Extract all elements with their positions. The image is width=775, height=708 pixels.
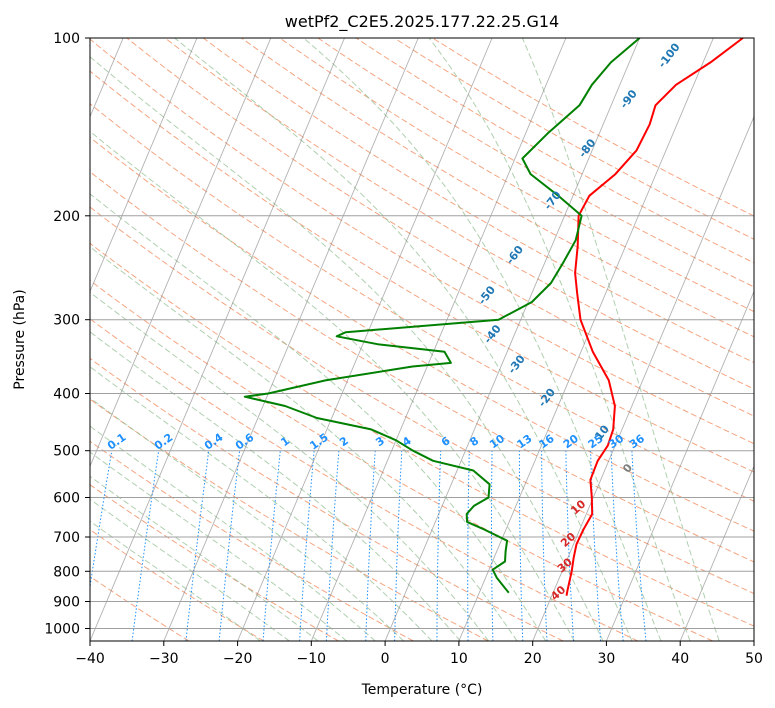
dry-adiabat-line xyxy=(279,38,754,313)
isotherm-line xyxy=(458,38,714,641)
mixing-ratio-line xyxy=(394,450,403,641)
y-tick-label: 800 xyxy=(53,564,80,580)
mixing-ratio-line xyxy=(436,450,442,641)
x-tick-label: 30 xyxy=(597,651,615,667)
plot-frame xyxy=(89,37,755,642)
moist-adiabat-line xyxy=(90,193,547,641)
moist-adiabat-line xyxy=(90,425,376,641)
moist-adiabat-line xyxy=(90,520,261,641)
dewpoint-profile-line xyxy=(243,38,641,594)
x-tick-label: 50 xyxy=(745,651,763,667)
isotherm-line xyxy=(90,38,345,641)
moist-adiabat-line xyxy=(521,38,720,641)
dry-adiabat-line xyxy=(90,70,754,473)
mixing-ratio-line xyxy=(365,450,376,641)
moist-adiabat-line xyxy=(90,331,461,641)
y-tick-label: 1000 xyxy=(44,622,80,638)
moist-adiabat-line xyxy=(303,38,662,641)
x-tick-label: −40 xyxy=(75,651,105,667)
isotherm-line xyxy=(605,290,754,641)
plot-background xyxy=(90,38,754,641)
mixing-ratio-line xyxy=(467,450,470,641)
mixing-ratio-line xyxy=(185,450,210,641)
x-axis-label: Temperature (°C) xyxy=(361,682,483,698)
dry-adiabat-line xyxy=(90,398,489,641)
moist-adiabat-line xyxy=(90,291,490,641)
dry-adiabat-line xyxy=(90,440,414,641)
y-tick-label: 500 xyxy=(53,444,80,460)
moist-adiabat-line xyxy=(90,56,604,641)
x-tick-label: 10 xyxy=(450,651,468,667)
y-tick-label: 200 xyxy=(53,209,80,225)
x-tick-label: 40 xyxy=(671,651,689,667)
chart-title: wetPf2_C2E5.2025.177.22.25.G14 xyxy=(285,12,559,32)
dry-adiabat-line xyxy=(202,38,754,364)
mixing-ratio-line xyxy=(218,450,241,641)
x-tick-label: −30 xyxy=(149,651,179,667)
isotherm-line xyxy=(90,38,272,468)
dry-adiabat-line xyxy=(126,38,754,417)
isotherm-line xyxy=(384,38,641,641)
isotherm-line xyxy=(310,38,567,641)
dry-adiabat-line xyxy=(90,171,754,563)
mixing-ratio-line xyxy=(518,450,524,641)
x-tick-label: 0 xyxy=(381,651,390,667)
y-tick-label: 100 xyxy=(53,31,80,47)
dry-adiabat-line xyxy=(90,136,754,532)
mixing-ratio-line xyxy=(541,450,548,641)
moist-adiabat-line xyxy=(428,38,691,641)
mixing-ratio-line xyxy=(299,450,315,641)
dry-adiabat-line xyxy=(90,206,754,595)
temperature-profile-line xyxy=(565,38,744,596)
dry-adiabat-line xyxy=(90,38,754,445)
moist-adiabat-line xyxy=(90,130,575,641)
isotherm-line xyxy=(237,38,493,641)
y-tick-label: 700 xyxy=(53,530,80,546)
moist-adiabat-line xyxy=(90,246,518,641)
dry-adiabat-line xyxy=(90,484,339,641)
moist-adiabat-line xyxy=(90,366,433,641)
moist-adiabat-line xyxy=(90,475,319,641)
moist-adiabat-line xyxy=(90,451,348,641)
x-tick-label: 20 xyxy=(524,651,542,667)
x-tick-label: −20 xyxy=(223,651,253,667)
mixing-ratio-line xyxy=(610,450,624,641)
x-tick-label: −10 xyxy=(297,651,327,667)
mixing-ratio-line xyxy=(325,450,340,641)
moist-adiabat-line xyxy=(174,38,633,641)
dry-adiabat-line xyxy=(355,38,754,264)
mixing-ratio-line xyxy=(565,450,574,641)
y-axis-label: Pressure (hPa) xyxy=(12,289,28,389)
y-tick-label: 600 xyxy=(53,491,80,507)
dry-adiabat-line xyxy=(241,38,754,338)
dry-adiabat-line xyxy=(90,318,639,641)
y-tick-label: 400 xyxy=(53,387,80,403)
isotherm-line xyxy=(679,465,754,641)
dry-adiabat-line xyxy=(164,38,754,390)
y-tick-label: 900 xyxy=(53,595,80,611)
mixing-ratio-line xyxy=(262,450,281,641)
isotherm-line xyxy=(532,115,754,641)
isotherm-line xyxy=(163,38,419,641)
dry-adiabat-line xyxy=(90,242,754,627)
isotherm-line xyxy=(90,38,198,293)
moist-adiabat-line xyxy=(90,397,404,641)
isotherm-line xyxy=(753,639,754,641)
y-tick-label: 300 xyxy=(53,313,80,329)
